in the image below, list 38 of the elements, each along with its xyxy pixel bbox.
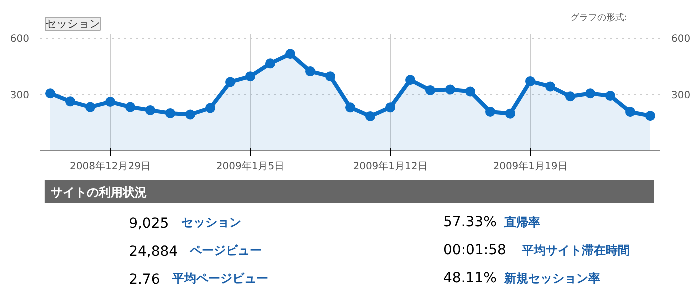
text: 24,884 ページビュー xyxy=(129,244,262,260)
text: 57.33% 直帰率 xyxy=(444,214,540,230)
point xyxy=(646,111,656,122)
point xyxy=(526,76,536,86)
text: グラフの形式: xyxy=(570,12,628,24)
point xyxy=(86,102,96,112)
point xyxy=(366,111,376,122)
text: 9,025 セッション xyxy=(129,216,242,232)
text: 00:01:58 平均サイト滞在時間 xyxy=(444,242,630,258)
point xyxy=(106,97,116,108)
y2-tick-label: 300 xyxy=(672,90,691,102)
point xyxy=(406,75,416,86)
chart-title: セッション xyxy=(46,18,100,30)
point xyxy=(226,77,236,88)
text: 2.76 平均ページビュー xyxy=(129,272,269,288)
point xyxy=(386,102,396,113)
x-tick-label: 2009年1月12日 xyxy=(353,160,428,172)
x-tick-label: 2008年12月29日 xyxy=(70,160,151,172)
point xyxy=(346,102,356,113)
point xyxy=(606,91,616,102)
text: 48.11% 新規セッション率 xyxy=(444,270,600,286)
text: サイトの利用状況 xyxy=(51,186,148,200)
point xyxy=(66,96,76,107)
x-tick-label: 2009年1月5日 xyxy=(216,160,285,172)
point xyxy=(46,88,56,99)
point xyxy=(286,49,296,60)
point xyxy=(246,72,256,82)
point xyxy=(306,66,316,77)
point xyxy=(206,103,216,114)
point xyxy=(506,108,516,119)
point xyxy=(326,72,336,82)
point xyxy=(186,110,196,120)
point xyxy=(546,82,556,92)
point xyxy=(266,58,276,69)
x-tick-label: 2009年1月19日 xyxy=(493,160,568,172)
y2-tick-label: 600 xyxy=(672,34,691,46)
point xyxy=(626,107,636,118)
point xyxy=(466,86,476,97)
